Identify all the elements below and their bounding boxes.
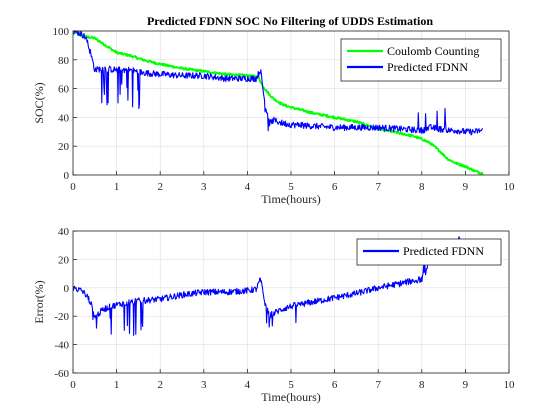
soc-y-ticks: 0 20 40 60 80 100 <box>53 26 77 182</box>
soc-y-tick-label: 80 <box>58 55 70 67</box>
soc-x-axis-label: Time(hours) <box>261 192 321 206</box>
error-x-tick-label: 9 <box>463 379 469 391</box>
soc-y-tick-label: 40 <box>58 112 70 124</box>
soc-x-tick-label: 6 <box>332 181 338 193</box>
error-y-tick-label: -60 <box>54 368 69 380</box>
soc-chart: 0 1 2 3 4 5 6 7 8 9 10 0 20 40 60 80 100 Time(hours) SO… <box>32 26 515 206</box>
soc-x-tick-label: 9 <box>463 181 469 193</box>
soc-y-tick-label: 0 <box>64 170 70 182</box>
soc-x-tick-label: 4 <box>245 181 251 193</box>
error-y-ticks: -60 -40 -20 0 20 40 <box>54 226 77 380</box>
error-x-tick-label: 3 <box>201 379 207 391</box>
soc-y-tick-label: 60 <box>58 84 70 96</box>
error-series <box>72 236 466 337</box>
error-series-line-1 <box>72 236 466 337</box>
error-y-tick-label: -40 <box>54 340 69 352</box>
soc-series <box>72 30 484 175</box>
error-y-tick-label: 0 <box>64 283 70 295</box>
error-x-axis-label: Time(hours) <box>261 390 321 404</box>
soc-x-tick-label: 2 <box>157 181 163 193</box>
soc-x-tick-label: 5 <box>288 181 294 193</box>
error-x-ticks: 0 1 2 3 4 5 6 7 8 9 10 <box>70 369 515 391</box>
error-x-tick-label: 10 <box>504 379 516 391</box>
error-y-tick-label: -20 <box>54 311 69 323</box>
error-x-tick-label: 8 <box>419 379 425 391</box>
soc-y-tick-label: 100 <box>53 26 70 38</box>
soc-y-axis-label: SOC(%) <box>32 82 46 123</box>
error-x-tick-label: 7 <box>375 379 381 391</box>
soc-legend: Coulomb Counting Predicted FDNN <box>340 38 502 82</box>
error-x-tick-label: 0 <box>70 379 76 391</box>
soc-x-tick-label: 8 <box>419 181 425 193</box>
error-y-axis-label: Error(%) <box>32 280 46 323</box>
soc-series-line-1 <box>72 30 484 175</box>
soc-x-tick-label: 1 <box>114 181 120 193</box>
error-x-tick-label: 6 <box>332 379 338 391</box>
soc-x-tick-label: 10 <box>504 181 516 193</box>
error-legend-label: Predicted FDNN <box>403 244 484 258</box>
soc-x-tick-label: 3 <box>201 181 207 193</box>
soc-legend-box <box>340 38 502 82</box>
error-y-tick-label: 20 <box>58 254 70 266</box>
soc-y-tick-label: 20 <box>58 141 70 153</box>
error-y-tick-label: 40 <box>58 226 70 238</box>
error-x-tick-label: 2 <box>157 379 163 391</box>
top-chart-title: Predicted FDNN SOC No Filtering of UDDS … <box>147 14 433 28</box>
error-x-tick-label: 1 <box>114 379 120 391</box>
error-legend: Predicted FDNN <box>356 238 502 266</box>
error-x-tick-label: 5 <box>288 379 294 391</box>
soc-legend-label: Predicted FDNN <box>387 60 468 74</box>
soc-x-tick-label: 0 <box>70 181 76 193</box>
soc-legend-label: Coulomb Counting <box>387 44 479 58</box>
error-x-tick-label: 4 <box>245 379 251 391</box>
soc-x-tick-label: 7 <box>375 181 381 193</box>
soc-series-line-2 <box>72 30 484 136</box>
soc-x-ticks: 0 1 2 3 4 5 6 7 8 9 10 <box>70 171 515 193</box>
